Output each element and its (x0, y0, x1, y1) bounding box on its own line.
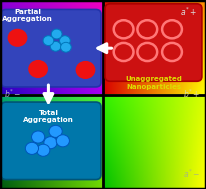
Circle shape (56, 135, 69, 147)
Text: Unaggregated
Nanoparticles: Unaggregated Nanoparticles (125, 76, 182, 90)
Text: $a^{*}-$: $a^{*}-$ (183, 168, 200, 180)
FancyBboxPatch shape (1, 102, 101, 180)
Circle shape (25, 142, 39, 154)
Circle shape (114, 43, 133, 61)
Circle shape (50, 41, 61, 51)
Circle shape (28, 60, 48, 78)
Circle shape (8, 29, 27, 47)
Circle shape (137, 20, 157, 38)
FancyBboxPatch shape (105, 4, 202, 81)
Circle shape (162, 43, 182, 61)
Circle shape (51, 29, 62, 39)
FancyBboxPatch shape (1, 9, 101, 87)
Circle shape (60, 36, 70, 46)
Circle shape (76, 61, 95, 79)
Circle shape (137, 43, 157, 61)
Circle shape (43, 36, 54, 46)
Circle shape (49, 125, 62, 137)
Text: Total
Aggregation: Total Aggregation (23, 110, 74, 123)
Circle shape (61, 42, 71, 52)
Text: $a^{*}+$: $a^{*}+$ (180, 6, 197, 18)
Circle shape (162, 20, 182, 38)
Circle shape (114, 20, 133, 38)
Circle shape (32, 131, 45, 143)
Text: $b^{*}+$: $b^{*}+$ (183, 88, 200, 100)
Circle shape (37, 144, 50, 156)
Text: $b^{*}-$: $b^{*}-$ (4, 88, 22, 100)
Text: Partial
Aggregation: Partial Aggregation (2, 9, 53, 22)
Circle shape (44, 137, 57, 149)
